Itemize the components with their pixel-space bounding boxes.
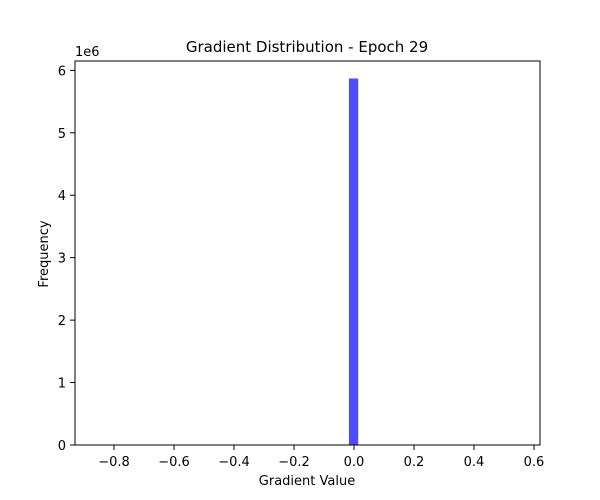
x-tick-label: −0.4 (218, 455, 250, 470)
y-tick-label: 2 (58, 314, 66, 329)
y-axis-label: Frequency (37, 220, 52, 287)
y-axis-offset-label: 1e6 (75, 45, 100, 60)
y-tick-label: 6 (58, 64, 66, 79)
y-tick-label: 1 (58, 377, 66, 392)
chart-title: Gradient Distribution - Epoch 29 (186, 38, 428, 56)
y-tick-label: 3 (58, 252, 66, 267)
x-tick-label: 0.6 (524, 455, 545, 470)
y-tick-label: 0 (58, 439, 66, 454)
plot-frame (74, 60, 541, 446)
y-tick-label: 5 (58, 127, 66, 142)
x-tick-label: 0.2 (404, 455, 425, 470)
x-tick-label: −0.8 (98, 455, 130, 470)
y-tick-label: 4 (58, 189, 66, 204)
plot-area: −0.8 −0.6 −0.4 −0.2 0.0 0.2 0.4 0.6 0 1 2 3 4 5 6 (58, 60, 545, 470)
histogram-bar (348, 78, 359, 446)
x-tick-label: −0.6 (158, 455, 190, 470)
x-tick-label: 0.0 (344, 455, 365, 470)
x-tick-label: −0.2 (278, 455, 310, 470)
x-tick-label: 0.4 (464, 455, 485, 470)
x-axis-label: Gradient Value (259, 474, 355, 489)
